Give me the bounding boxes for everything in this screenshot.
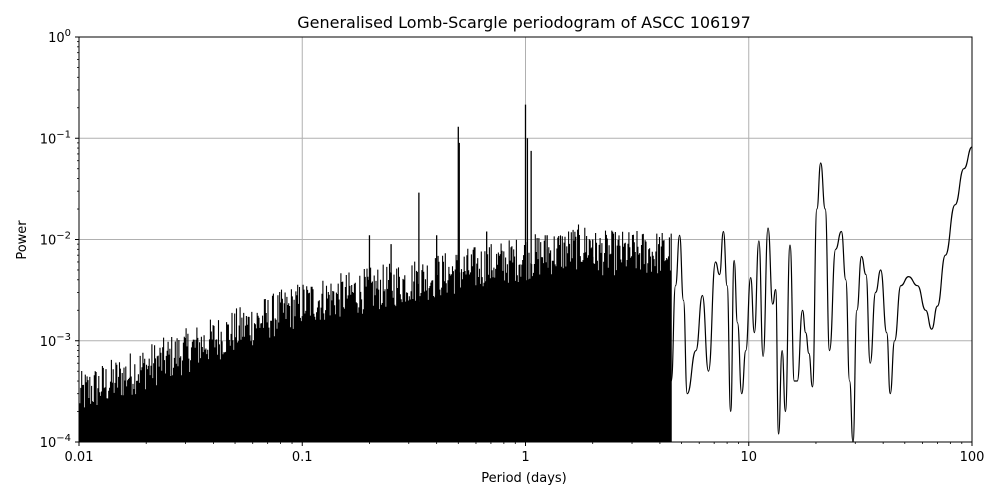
y-tick-exponent: −4	[56, 433, 71, 444]
y-tick-base: 10	[40, 436, 57, 451]
y-tick-exponent: −1	[56, 129, 71, 140]
y-tick-label: 10−1	[40, 129, 71, 147]
y-axis-label: Power	[15, 220, 30, 260]
y-tick-exponent: −3	[56, 332, 71, 343]
series-group	[79, 104, 972, 442]
y-tick-label: 100	[48, 28, 71, 46]
y-tick-exponent: −2	[56, 231, 71, 242]
y-tick-label: 10−3	[40, 332, 71, 350]
y-tick-base: 10	[40, 132, 57, 147]
x-tick-label: 10	[740, 450, 757, 465]
y-tick-label: 10−4	[40, 433, 71, 451]
x-axis-label: Period (days)	[481, 471, 567, 486]
chart-title: Generalised Lomb-Scargle periodogram of …	[297, 13, 751, 32]
x-tick-label: 100	[960, 450, 985, 465]
smooth-series	[670, 146, 972, 442]
x-tick-label: 0.1	[292, 450, 313, 465]
y-tick-exponent: 0	[65, 28, 71, 39]
y-tick-label: 10−2	[40, 231, 71, 249]
x-axis-ticks: 0.01 0.1 1 10 100	[65, 442, 985, 465]
x-tick-label: 1	[521, 450, 529, 465]
series-layer	[79, 104, 972, 442]
noise-series	[79, 224, 672, 442]
y-tick-base: 10	[40, 234, 57, 249]
y-tick-base: 10	[48, 31, 65, 46]
y-tick-base: 10	[40, 335, 57, 350]
x-tick-label: 0.01	[65, 450, 94, 465]
